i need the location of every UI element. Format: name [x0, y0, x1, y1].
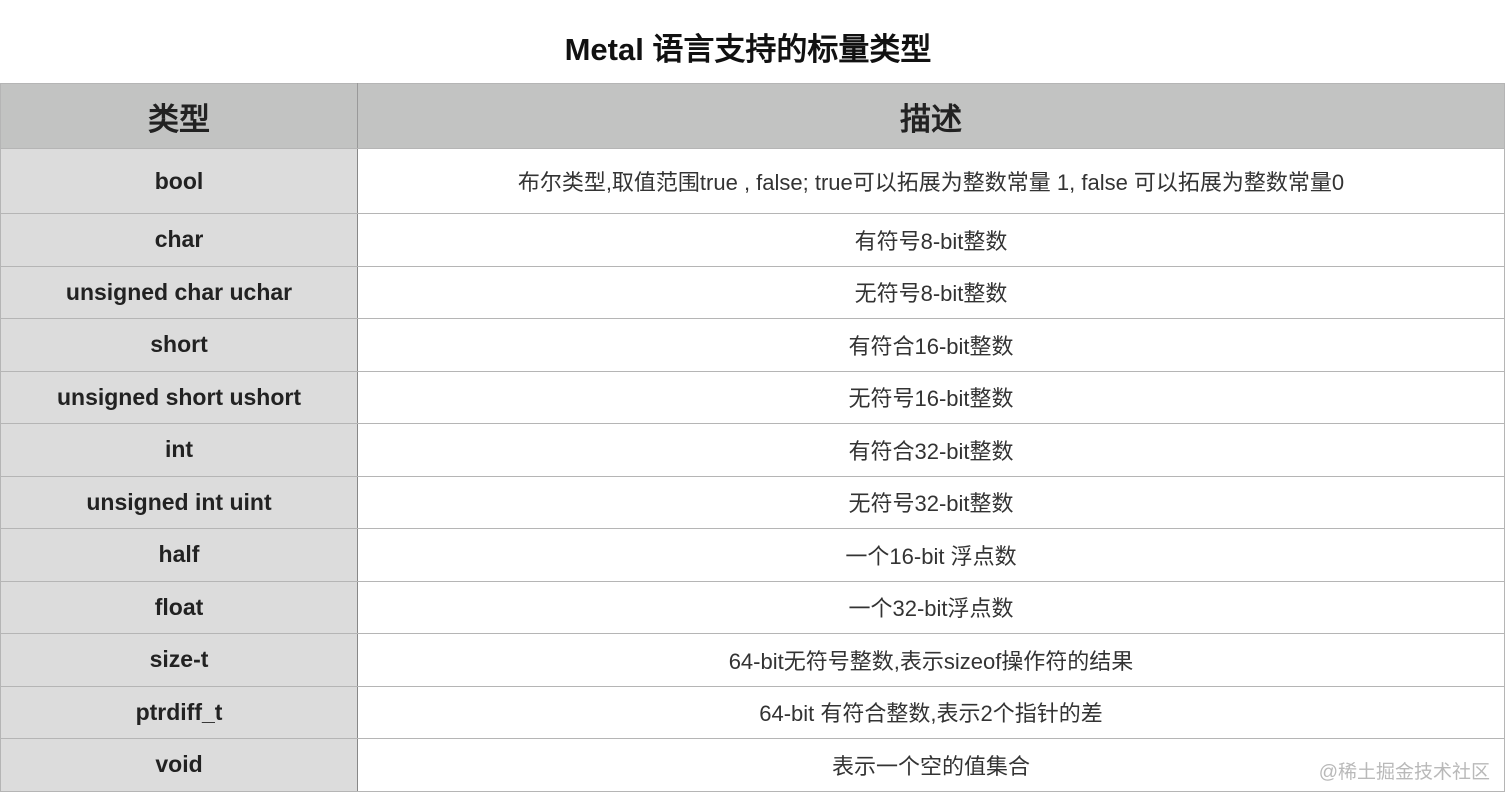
page-title: Metal 语言支持的标量类型 — [564, 32, 932, 67]
description-cell: 一个16-bit 浮点数 — [357, 528, 1505, 582]
table-row: void 表示一个空的值集合 — [0, 738, 1505, 792]
description-cell: 64-bit无符号整数,表示sizeof操作符的结果 — [357, 633, 1505, 687]
table-row: bool 布尔类型,取值范围true , false; true可以拓展为整数常量… — [0, 148, 1505, 214]
description-cell: 64-bit 有符合整数,表示2个指针的差 — [357, 685, 1505, 739]
type-cell: unsigned char uchar — [0, 265, 358, 319]
description-cell: 表示一个空的值集合 — [357, 738, 1505, 792]
description-cell: 无符号16-bit整数 — [357, 370, 1505, 424]
description-cell: 有符合16-bit整数 — [357, 318, 1505, 372]
table-row: int 有符合32-bit整数 — [0, 423, 1505, 477]
type-cell: void — [0, 738, 358, 792]
type-cell: size-t — [0, 633, 358, 687]
table-row: short 有符合16-bit整数 — [0, 318, 1505, 372]
type-cell: float — [0, 580, 358, 634]
type-cell: unsigned short ushort — [0, 370, 358, 424]
type-cell: int — [0, 423, 358, 477]
table-row: size-t 64-bit无符号整数,表示sizeof操作符的结果 — [0, 633, 1505, 687]
table-row: unsigned char uchar 无符号8-bit整数 — [0, 265, 1505, 319]
table-row: ptrdiff_t 64-bit 有符合整数,表示2个指针的差 — [0, 685, 1505, 739]
description-cell: 无符号8-bit整数 — [357, 265, 1505, 319]
type-cell: unsigned int uint — [0, 475, 358, 529]
table-row: half 一个16-bit 浮点数 — [0, 528, 1505, 582]
watermark: @稀土掘金技术社区 — [1318, 762, 1490, 783]
description-cell: 无符号32-bit整数 — [357, 475, 1505, 529]
type-cell: short — [0, 318, 358, 372]
type-cell: half — [0, 528, 358, 582]
table-header-row: 类型 描述 — [0, 83, 1505, 149]
type-cell: bool — [0, 148, 358, 214]
description-cell: 一个32-bit浮点数 — [357, 580, 1505, 634]
table-row: char 有符号8-bit整数 — [0, 213, 1505, 267]
type-cell: ptrdiff_t — [0, 685, 358, 739]
table-row: unsigned short ushort 无符号16-bit整数 — [0, 370, 1505, 424]
table-row: unsigned int uint 无符号32-bit整数 — [0, 475, 1505, 529]
type-cell: char — [0, 213, 358, 267]
header-type: 类型 — [0, 83, 358, 149]
description-cell: 有符合32-bit整数 — [357, 423, 1505, 477]
scalar-types-table: 类型 描述 bool 布尔类型,取值范围true , false; true可以拓… — [0, 83, 1505, 792]
table-row: float 一个32-bit浮点数 — [0, 580, 1505, 634]
description-cell: 有符号8-bit整数 — [357, 213, 1505, 267]
description-cell: 布尔类型,取值范围true , false; true可以拓展为整数常量 1, … — [357, 148, 1505, 214]
header-description: 描述 — [357, 83, 1505, 149]
